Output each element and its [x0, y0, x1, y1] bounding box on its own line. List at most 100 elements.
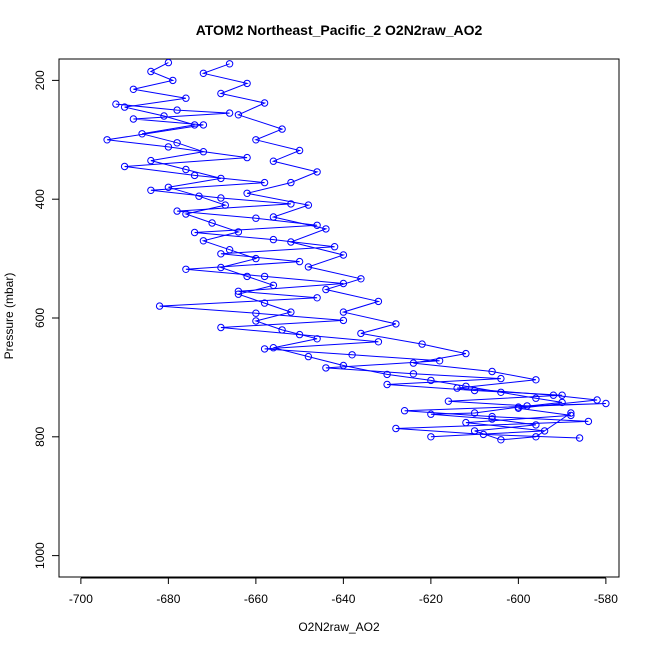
data-point	[243, 79, 251, 88]
data-point	[470, 409, 479, 417]
data-point	[234, 111, 243, 119]
data-point	[558, 398, 566, 407]
data-point	[260, 345, 269, 353]
data-point	[339, 251, 348, 259]
data-point	[532, 421, 540, 429]
data-point	[287, 238, 295, 246]
data-point	[287, 200, 295, 208]
x-tick-label: -680	[156, 592, 180, 606]
data-point	[488, 412, 496, 421]
data-point	[488, 415, 496, 423]
data-point	[313, 294, 321, 302]
y-tick-label: 800	[33, 426, 47, 446]
data-point	[164, 183, 173, 192]
data-point	[208, 219, 216, 227]
data-point	[225, 60, 234, 68]
data-point	[217, 250, 225, 258]
data-point	[383, 380, 391, 389]
data-point	[252, 309, 260, 317]
data-point	[462, 349, 470, 358]
data-point	[129, 115, 138, 123]
data-point	[147, 67, 155, 76]
data-point	[427, 376, 435, 385]
data-point	[252, 317, 260, 325]
data-point	[357, 275, 365, 283]
x-tick-label: -600	[506, 592, 530, 606]
data-point	[453, 384, 461, 392]
data-point	[173, 207, 181, 215]
data-point	[348, 351, 356, 359]
data-point	[488, 367, 496, 376]
data-point	[427, 433, 435, 441]
y-axis-label: Pressure (mbar)	[2, 273, 16, 360]
data-point	[129, 85, 138, 94]
data-point	[584, 417, 593, 426]
data-point	[278, 125, 286, 133]
data-point	[252, 254, 260, 263]
data-point	[575, 434, 584, 442]
series-1	[103, 100, 610, 442]
data-point	[304, 352, 313, 361]
data-point	[147, 186, 155, 195]
data-point	[567, 409, 575, 417]
data-point	[374, 338, 383, 346]
data-point	[409, 370, 418, 378]
data-point	[173, 106, 181, 114]
data-point	[392, 320, 400, 328]
data-point	[304, 201, 313, 209]
data-point	[160, 112, 168, 120]
data-point	[252, 214, 260, 222]
data-point	[182, 94, 190, 102]
data-point	[269, 235, 278, 244]
data-point	[357, 329, 365, 338]
data-point	[418, 340, 426, 348]
data-point	[383, 370, 391, 379]
data-point	[234, 228, 243, 236]
data-point	[558, 391, 566, 399]
data-point	[444, 397, 453, 405]
data-point	[374, 297, 383, 306]
data-point	[497, 436, 505, 444]
data-point	[313, 221, 321, 230]
data-point	[295, 257, 304, 266]
data-point	[182, 265, 190, 273]
x-tick-label: -640	[331, 592, 355, 606]
data-point	[147, 156, 155, 165]
x-tick-label: -620	[419, 592, 443, 606]
x-tick-label: -700	[69, 592, 93, 606]
data-point	[190, 228, 199, 237]
data-point	[400, 407, 409, 415]
x-tick-label: -580	[594, 592, 618, 606]
data-point	[243, 189, 251, 198]
data-point	[260, 99, 269, 107]
data-point	[532, 376, 540, 384]
y-tick-label: 1000	[33, 542, 47, 569]
data-point	[169, 76, 177, 85]
data-point	[339, 308, 348, 316]
data-point	[593, 396, 601, 404]
data-point	[225, 109, 234, 117]
data-point	[514, 404, 523, 412]
data-point	[217, 194, 225, 202]
data-point	[330, 243, 339, 251]
data-point	[120, 103, 129, 111]
data-point	[234, 287, 243, 295]
data-point	[339, 316, 348, 325]
chart-title: ATOM2 Northeast_Pacific_2 O2N2raw_AO2	[196, 22, 483, 38]
data-point	[199, 121, 208, 129]
data-point	[322, 364, 330, 372]
data-point	[173, 139, 181, 147]
data-point	[287, 308, 295, 316]
data-point	[182, 165, 190, 174]
data-point	[287, 178, 295, 187]
data-point	[164, 143, 173, 151]
data-point	[497, 374, 505, 383]
y-axis: 200 400 600 800 1000	[33, 70, 60, 569]
series-layer	[103, 59, 610, 444]
data-point	[260, 299, 269, 307]
data-point	[313, 335, 321, 343]
series-line	[107, 103, 606, 439]
